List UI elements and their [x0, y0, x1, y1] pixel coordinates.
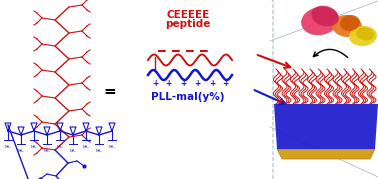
Text: +: +: [209, 79, 215, 88]
Text: peptide: peptide: [165, 19, 211, 29]
Ellipse shape: [311, 6, 339, 26]
Text: NH₂: NH₂: [5, 145, 11, 149]
Text: =: =: [104, 83, 116, 98]
Text: NH₂: NH₂: [109, 145, 115, 149]
Text: NH₂: NH₂: [70, 149, 76, 153]
Text: +: +: [194, 79, 200, 88]
Text: NH₂: NH₂: [83, 145, 89, 149]
Polygon shape: [274, 104, 378, 149]
Text: +: +: [152, 79, 158, 88]
Text: PLL-mal(y%): PLL-mal(y%): [151, 92, 225, 102]
Ellipse shape: [340, 15, 360, 31]
Text: CEEEEE: CEEEEE: [166, 10, 210, 20]
FancyBboxPatch shape: [0, 0, 273, 179]
Ellipse shape: [356, 27, 374, 41]
Ellipse shape: [301, 7, 339, 35]
Ellipse shape: [349, 26, 377, 46]
Text: +: +: [165, 79, 171, 88]
Ellipse shape: [332, 15, 362, 37]
Text: NH₂: NH₂: [44, 149, 50, 153]
Text: +: +: [180, 79, 186, 88]
Text: NH₂: NH₂: [18, 149, 24, 153]
Text: NH₂: NH₂: [31, 145, 37, 149]
Text: NH₂: NH₂: [57, 145, 63, 149]
Text: +: +: [222, 79, 228, 88]
Polygon shape: [277, 149, 375, 159]
Text: NH₂: NH₂: [96, 149, 102, 153]
